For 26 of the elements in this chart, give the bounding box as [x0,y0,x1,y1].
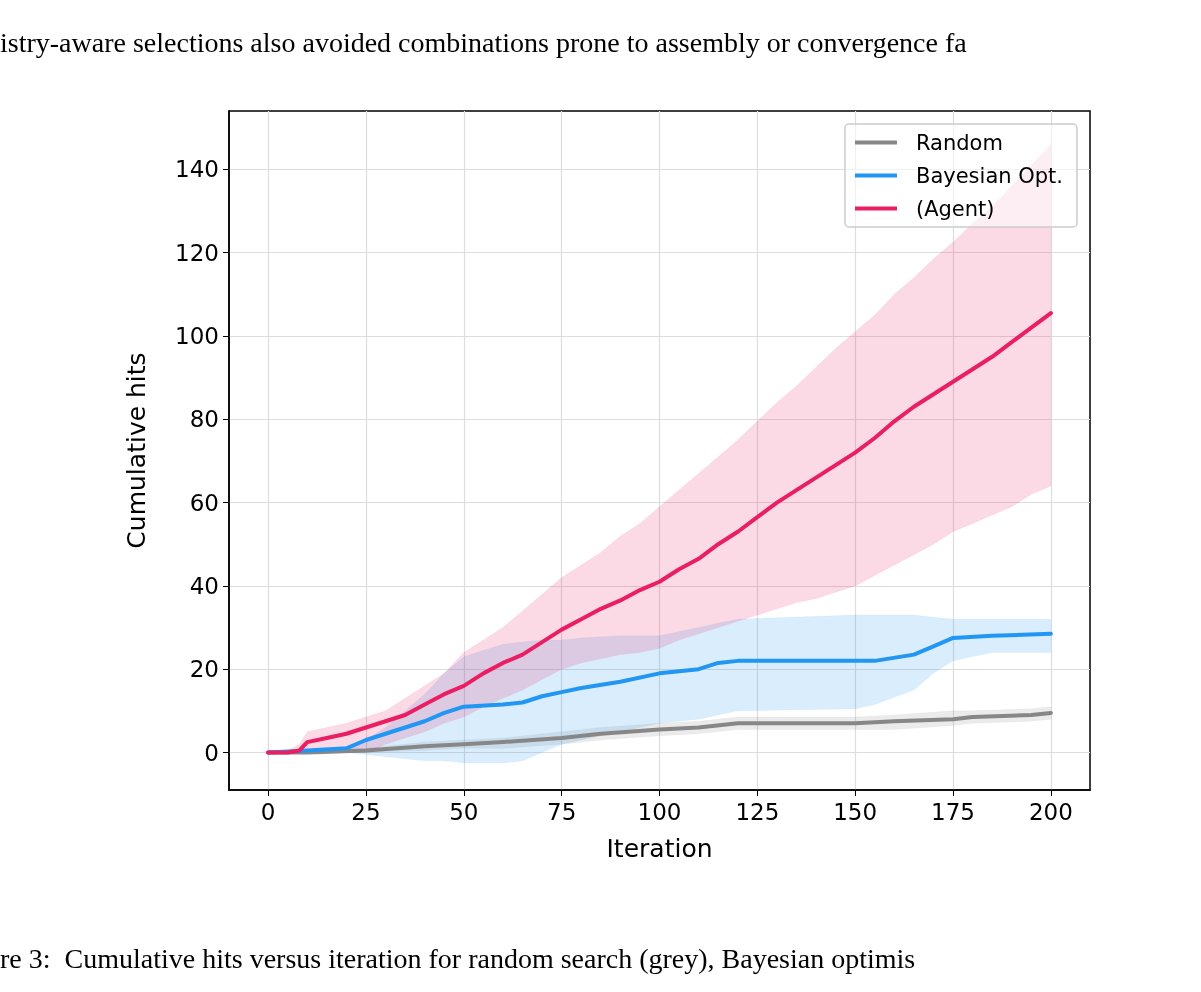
y-tick-label: 60 [189,489,219,516]
legend-label: (Agent) [915,196,995,221]
x-tick-label: 150 [833,798,878,825]
x-tick-label: 25 [351,798,381,825]
line-series [266,311,1053,755]
text: re 3: Cumulative hits versus iteration for random search (grey), Bayesian optimis [0,942,916,974]
legend-label: Random [915,130,1003,155]
x-axis-title: Iteration [606,834,713,863]
x-tick-label: 125 [735,798,780,825]
y-tick-label: 100 [175,322,219,349]
y-tick-label: 40 [189,572,219,599]
x-tick-label: 75 [547,798,577,825]
y-tick-label: 20 [189,656,219,683]
x-tick-label: 200 [1028,798,1073,825]
x-tick-label: 50 [449,798,479,825]
x-tick-label: 175 [931,798,975,825]
legend-label: Bayesian Opt. [915,163,1064,188]
y-tick-label: 120 [175,239,219,266]
x-tick-label: 100 [637,798,682,825]
text: istry-aware selections also avoided combinations prone to assembly or convergence fa [0,26,968,58]
y-axis-title: Cumulative hits [122,352,151,549]
y-tick-label: 140 [175,156,219,183]
y-tick-label: 80 [189,406,219,433]
x-tick-label: 0 [260,798,276,825]
line-series [266,631,1053,755]
y-tick-label: 0 [204,739,219,766]
